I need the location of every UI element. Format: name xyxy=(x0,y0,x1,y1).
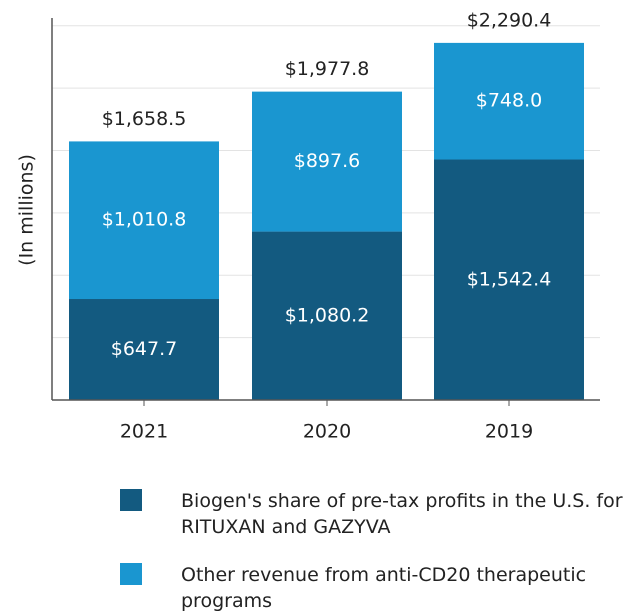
bar-segment xyxy=(434,159,584,400)
legend-label: Other revenue from anti-CD20 therapeutic… xyxy=(181,564,587,612)
bar-segment xyxy=(252,91,402,232)
legend-swatch xyxy=(120,563,142,585)
legend-item: Biogen's share of pre-tax profits in the… xyxy=(120,488,639,540)
value-label: $1,010.8 xyxy=(102,209,187,231)
x-tick-label: 2021 xyxy=(120,421,168,443)
value-label: $647.7 xyxy=(111,338,177,360)
chart: (In millions) $647.7 $1,010.8 $1,658.5 2021… xyxy=(16,9,600,443)
total-label: $1,658.5 xyxy=(102,108,187,130)
x-tick-label: 2019 xyxy=(485,421,533,443)
value-label: $1,542.4 xyxy=(467,268,552,290)
y-axis-label: (In millions) xyxy=(16,154,38,266)
value-label: $748.0 xyxy=(476,90,542,112)
x-tick-label: 2020 xyxy=(303,421,351,443)
legend-swatch xyxy=(120,489,142,511)
legend-item: Other revenue from anti-CD20 therapeutic… xyxy=(120,562,639,614)
value-label: $897.6 xyxy=(294,150,360,172)
total-label: $1,977.8 xyxy=(285,58,370,80)
total-label: $2,290.4 xyxy=(467,9,552,31)
value-label: $1,080.2 xyxy=(285,304,370,326)
bar-segment xyxy=(69,141,219,300)
legend-label: Biogen's share of pre-tax profits in the… xyxy=(181,490,623,538)
bar-segment xyxy=(69,299,219,400)
bar-segment xyxy=(252,231,402,400)
bar-segment xyxy=(434,42,584,160)
